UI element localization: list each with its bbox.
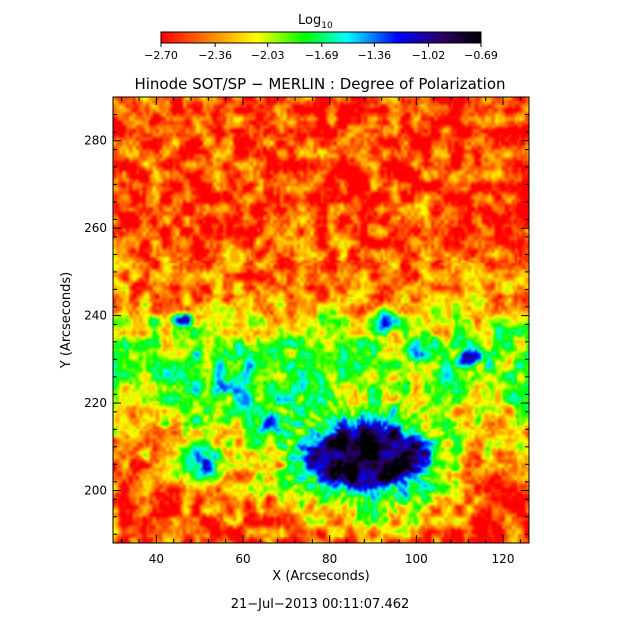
y-tick-label: 280 [84,134,107,148]
x-tick-label: 40 [149,552,164,566]
colorbar [160,31,482,44]
colorbar-tick-label: −1.69 [305,49,339,62]
y-tick-label: 260 [84,221,107,235]
plot-frame [112,96,530,544]
x-tick-label: 80 [322,552,337,566]
axes: 40 60 80 100 120 200 220 240 260 280 [84,96,529,566]
colorbar-tick-label: −2.03 [251,49,285,62]
y-axis-label: Y (Arcseconds) [59,272,74,369]
x-axis-label: X (Arcseconds) [272,569,369,584]
timestamp: 21−Jul−2013 00:11:07.462 [231,597,410,612]
heatmap-image [113,97,529,543]
colorbar-tick-label: −2.36 [198,49,232,62]
x-tick-label: 120 [492,552,515,566]
y-tick-label: 200 [84,484,107,498]
x-tick-label: 60 [235,552,250,566]
colorbar-label: Log10 [298,13,333,31]
colorbar-tick-label: −2.70 [144,49,178,62]
x-tick-label: 100 [405,552,428,566]
y-tick-label: 240 [84,309,107,323]
colorbar-tick-label: −1.36 [357,49,391,62]
chart-title: Hinode SOT/SP − MERLIN : Degree of Polar… [134,75,505,93]
y-tick-label: 220 [84,396,107,410]
colorbar-tick-label: −0.69 [464,49,498,62]
colorbar-tick-label: −1.02 [412,49,446,62]
colorbar-ticks: −2.70 −2.36 −2.03 −1.69 −1.36 −1.02 −0.69 [144,43,498,62]
